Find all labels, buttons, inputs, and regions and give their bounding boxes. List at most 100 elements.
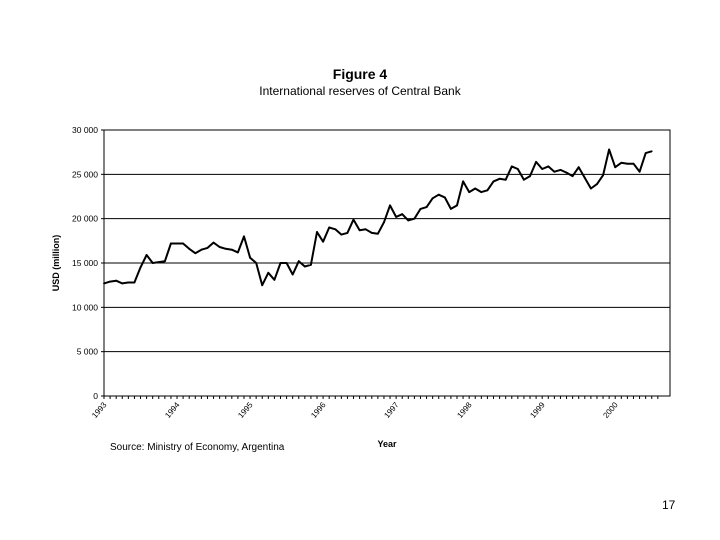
data-point bbox=[200, 248, 203, 251]
data-point bbox=[133, 281, 136, 284]
data-point bbox=[115, 279, 118, 282]
data-point bbox=[431, 197, 434, 200]
data-point bbox=[407, 219, 410, 222]
series-layer bbox=[103, 148, 653, 287]
data-point bbox=[541, 168, 544, 170]
data-point bbox=[583, 177, 586, 179]
data-point bbox=[103, 282, 105, 285]
data-point bbox=[468, 191, 471, 194]
data-point bbox=[285, 262, 288, 264]
x-tick-label: 1995 bbox=[236, 400, 255, 420]
data-point bbox=[590, 187, 592, 190]
data-point bbox=[230, 248, 233, 251]
data-point bbox=[121, 282, 124, 285]
x-tick-label: 1999 bbox=[528, 400, 547, 420]
data-point bbox=[529, 175, 531, 178]
y-tick-label: 10 000 bbox=[72, 302, 98, 312]
gridlines bbox=[104, 173, 670, 353]
data-point bbox=[310, 263, 312, 266]
data-point bbox=[523, 178, 525, 181]
data-point bbox=[413, 217, 416, 220]
data-point bbox=[261, 284, 264, 287]
data-point bbox=[291, 273, 294, 276]
x-tick-label: 1998 bbox=[455, 400, 474, 420]
data-point bbox=[243, 235, 245, 238]
figure-label: Figure 4 bbox=[332, 66, 388, 82]
x-axis-ticks: 1993 1994 1995 1996 1997 1998 1999 2000 bbox=[90, 396, 659, 420]
data-point bbox=[577, 166, 580, 169]
data-point bbox=[419, 208, 422, 210]
data-point bbox=[212, 241, 215, 244]
data-point bbox=[437, 193, 440, 196]
data-point bbox=[109, 280, 111, 283]
chart-title: International reserves of Central Bank bbox=[259, 84, 461, 98]
data-point bbox=[206, 247, 209, 249]
data-point bbox=[571, 175, 574, 178]
data-point bbox=[151, 262, 154, 264]
y-tick-label: 25 000 bbox=[72, 169, 98, 179]
data-point bbox=[510, 165, 513, 168]
y-axis-title: USD (million) bbox=[51, 235, 61, 292]
data-point bbox=[553, 170, 556, 173]
data-point bbox=[401, 213, 404, 216]
y-tick-label: 15 000 bbox=[72, 258, 98, 268]
data-point bbox=[364, 228, 367, 231]
data-point bbox=[139, 266, 142, 269]
data-point bbox=[644, 152, 647, 155]
data-point bbox=[322, 240, 324, 243]
data-point bbox=[565, 171, 568, 174]
data-point bbox=[340, 233, 343, 236]
data-point bbox=[279, 262, 282, 264]
data-point bbox=[608, 148, 610, 151]
data-point bbox=[377, 232, 379, 235]
data-point bbox=[164, 260, 166, 263]
data-point bbox=[255, 262, 258, 264]
data-point bbox=[328, 226, 331, 229]
data-point bbox=[650, 150, 653, 153]
data-point bbox=[267, 271, 270, 274]
x-axis-title: Year bbox=[377, 439, 397, 449]
x-tick-label: 2000 bbox=[601, 400, 620, 420]
data-point bbox=[632, 162, 635, 165]
source-note: Source: Ministry of Economy, Argentina bbox=[110, 442, 285, 453]
x-tick-label: 1993 bbox=[90, 400, 109, 420]
data-point bbox=[194, 252, 197, 255]
data-point bbox=[127, 281, 130, 284]
data-point bbox=[188, 247, 191, 250]
data-point bbox=[480, 191, 483, 194]
x-tick-label: 1994 bbox=[163, 400, 182, 420]
data-point bbox=[176, 242, 178, 245]
data-point bbox=[334, 228, 337, 231]
data-point bbox=[425, 206, 428, 209]
data-point bbox=[516, 168, 519, 170]
data-point bbox=[535, 161, 537, 163]
data-point bbox=[504, 178, 507, 181]
data-point bbox=[450, 208, 452, 210]
data-point bbox=[346, 232, 349, 234]
data-point bbox=[395, 216, 397, 218]
data-point bbox=[486, 189, 489, 192]
data-point bbox=[547, 165, 550, 168]
data-point bbox=[218, 246, 221, 248]
data-point bbox=[456, 204, 458, 207]
data-point bbox=[626, 162, 629, 165]
data-point bbox=[352, 218, 355, 221]
data-point bbox=[145, 254, 148, 256]
data-point bbox=[273, 278, 276, 281]
data-point bbox=[370, 232, 373, 234]
data-point bbox=[474, 187, 477, 190]
y-tick-label: 0 bbox=[93, 391, 98, 401]
data-point bbox=[157, 261, 160, 263]
data-point bbox=[559, 169, 562, 171]
data-point bbox=[358, 229, 361, 232]
data-point bbox=[498, 177, 501, 180]
data-point bbox=[602, 174, 604, 177]
data-point bbox=[170, 242, 172, 245]
x-tick-label: 1996 bbox=[309, 400, 328, 420]
data-point bbox=[443, 196, 446, 199]
page-number: 17 bbox=[662, 498, 676, 512]
data-point bbox=[383, 221, 385, 224]
data-point bbox=[249, 256, 252, 259]
